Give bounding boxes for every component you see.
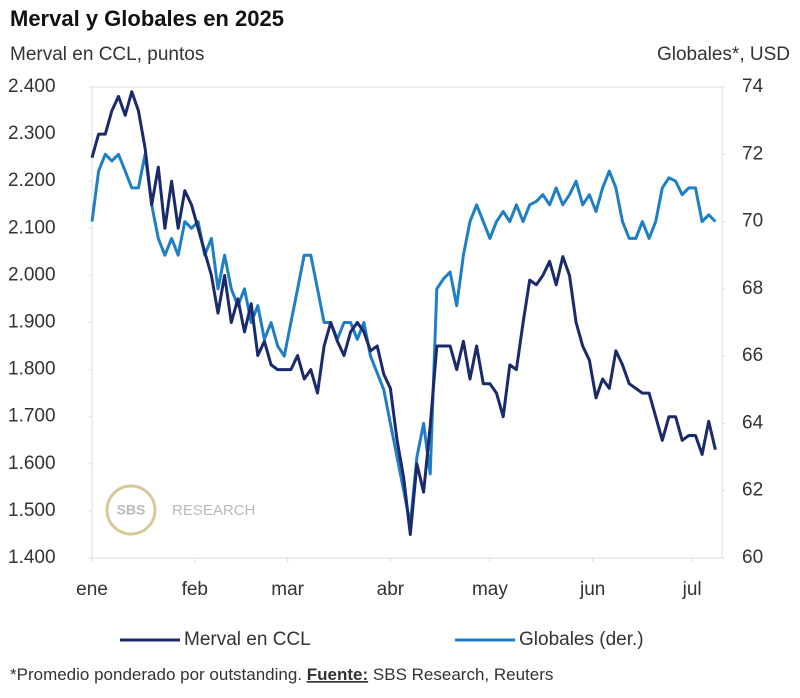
legend-label: Globales (der.) <box>519 629 644 650</box>
source: SBS Research, Reuters <box>373 665 553 684</box>
y2-tick-label: 64 <box>742 412 764 433</box>
y2-tick-label: 68 <box>742 278 763 299</box>
watermark: SBS <box>117 502 146 518</box>
y2-tick-label: 60 <box>742 547 763 568</box>
y2-tick-label: 74 <box>742 76 764 97</box>
y2-tick-label: 72 <box>742 143 763 164</box>
y-tick-label: 2.400 <box>8 76 56 97</box>
x-tick-label: abr <box>377 579 405 600</box>
y-tick-label: 2.000 <box>8 264 56 285</box>
y-tick-label: 1.700 <box>8 406 56 427</box>
footnote: *Promedio ponderado por outstanding. Fue… <box>10 665 553 684</box>
y-tick-label: 1.900 <box>8 312 56 333</box>
series-line <box>90 90 717 536</box>
y-tick-label: 1.600 <box>8 453 56 474</box>
y-tick-label: 1.400 <box>8 547 56 568</box>
x-tick-label: feb <box>182 579 208 600</box>
y2-tick-label: 70 <box>742 211 763 232</box>
legend-label: Merval en CCL <box>184 629 311 650</box>
y-tick-label: 1.500 <box>8 500 56 521</box>
chart-title: Merval y Globales en 2025 <box>10 6 284 31</box>
x-tick-label: jul <box>682 579 702 600</box>
source-label: Fuente: <box>307 665 368 684</box>
y-axis-label: Merval en CCL, puntos <box>10 44 204 65</box>
x-tick-label: may <box>472 579 508 600</box>
plot-frame <box>91 86 723 559</box>
watermark-logo <box>105 484 157 536</box>
x-tick-label: jun <box>579 579 605 600</box>
y2-tick-label: 62 <box>742 480 763 501</box>
y-tick-label: 1.800 <box>8 359 56 380</box>
y-tick-label: 2.300 <box>8 123 56 144</box>
watermark: RESEARCH <box>172 502 255 519</box>
y-tick-label: 2.200 <box>8 170 56 191</box>
series-line <box>90 152 717 526</box>
note: *Promedio ponderado por outstanding. <box>10 665 302 684</box>
y2-axis-label: Globales*, USD <box>657 44 790 65</box>
x-tick-label: mar <box>271 579 304 600</box>
y2-tick-label: 66 <box>742 345 763 366</box>
y-tick-label: 2.100 <box>8 217 56 238</box>
x-tick-label: ene <box>76 579 108 600</box>
